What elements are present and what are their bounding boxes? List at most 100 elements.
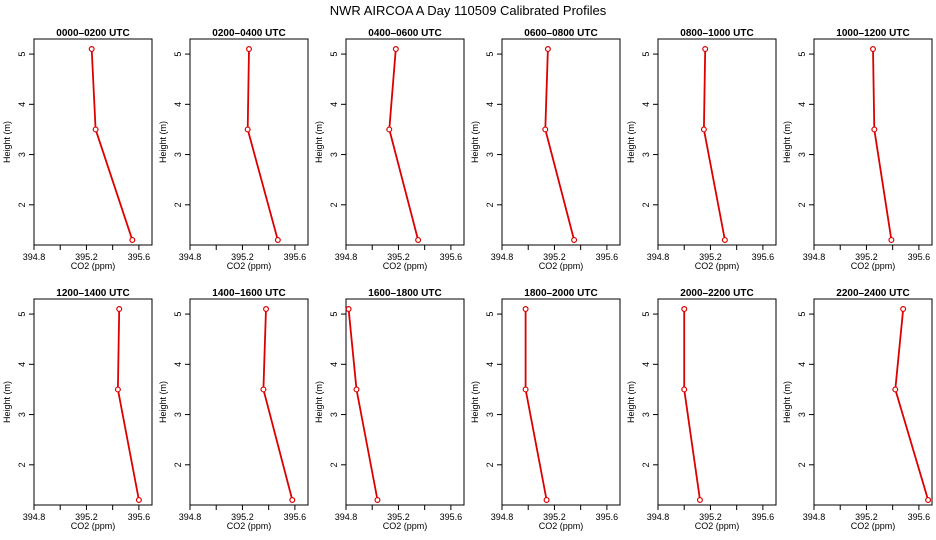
x-tick-label: 395.2 [543, 512, 566, 522]
plot-frame [657, 38, 777, 246]
x-tick-label: 394.8 [647, 252, 670, 262]
profile-line [683, 309, 701, 501]
x-tick-label: 395.6 [128, 512, 151, 522]
data-point [374, 496, 381, 503]
y-tick-label: 5 [485, 312, 495, 317]
y-tick-label: 5 [173, 312, 183, 317]
data-point [696, 496, 703, 503]
y-tick-label: 2 [797, 202, 807, 207]
x-axis-label: CO2 (ppm) [851, 261, 896, 271]
data-point [925, 496, 932, 503]
data-point [544, 46, 551, 53]
y-tick-label: 5 [17, 52, 27, 57]
data-point [721, 236, 728, 243]
data-point [522, 306, 529, 313]
y-tick-label: 2 [485, 202, 495, 207]
y-tick-label: 5 [329, 312, 339, 317]
y-tick-label: 5 [641, 312, 651, 317]
data-point [353, 386, 360, 393]
y-tick-label: 2 [17, 202, 27, 207]
y-tick-label: 4 [173, 362, 183, 367]
y-tick-label: 3 [173, 152, 183, 157]
x-axis-label: CO2 (ppm) [383, 521, 428, 531]
profile-line [544, 48, 575, 241]
y-tick-label: 5 [173, 52, 183, 57]
figure-title: NWR AIRCOA A Day 110509 Calibrated Profi… [330, 3, 607, 18]
x-tick-label: 395.2 [75, 512, 98, 522]
y-axis-label: Height (m) [782, 121, 792, 163]
plot-frame [345, 38, 465, 246]
panel-7: 1200–1400 UTC 394.8 395.2 395.6 2 3 4 5 CO2 (ppm… [2, 288, 153, 531]
y-tick-label: 4 [17, 102, 27, 107]
x-tick-label: 395.2 [699, 512, 722, 522]
panel-title: 2000–2200 UTC [680, 288, 753, 299]
plot-frame [657, 298, 777, 506]
y-tick-label: 2 [797, 462, 807, 467]
y-axis-label: Height (m) [314, 121, 324, 163]
panel-title: 0800–1000 UTC [680, 28, 753, 39]
x-axis-label: CO2 (ppm) [71, 261, 116, 271]
y-axis-label: Height (m) [158, 381, 168, 423]
x-tick-label: 395.6 [752, 252, 775, 262]
x-axis-label: CO2 (ppm) [695, 261, 740, 271]
x-axis-label: CO2 (ppm) [383, 261, 428, 271]
x-tick-label: 394.8 [335, 512, 358, 522]
profile-line [702, 48, 726, 241]
profile-line [894, 308, 929, 501]
plot-frame [189, 298, 309, 506]
data-point [289, 496, 296, 503]
x-axis-label: CO2 (ppm) [227, 261, 272, 271]
y-tick-label: 3 [329, 412, 339, 417]
profile-line [872, 48, 893, 241]
plot-frame [813, 298, 933, 506]
x-tick-label: 395.2 [387, 512, 410, 522]
x-axis-label: CO2 (ppm) [695, 521, 740, 531]
panel-title: 1000–1200 UTC [836, 28, 909, 39]
y-tick-label: 3 [173, 412, 183, 417]
y-tick-label: 5 [797, 312, 807, 317]
y-tick-label: 4 [329, 102, 339, 107]
y-axis-label: Height (m) [626, 381, 636, 423]
profile-line [347, 308, 379, 501]
panel-title: 0600–0800 UTC [524, 28, 597, 39]
profile-line [262, 308, 294, 501]
plot-frame [189, 38, 309, 246]
y-axis-label: Height (m) [2, 381, 12, 423]
panel-title: 2200–2400 UTC [836, 288, 909, 299]
data-point [888, 236, 895, 243]
x-tick-label: 395.6 [284, 252, 307, 262]
y-tick-label: 2 [641, 462, 651, 467]
panel-9: 1600–1800 UTC 394.8 395.2 395.6 2 3 4 5 CO2 (ppm… [314, 288, 465, 531]
data-point [88, 46, 95, 53]
y-tick-label: 3 [17, 412, 27, 417]
x-tick-label: 394.8 [491, 512, 514, 522]
x-tick-label: 395.6 [440, 512, 463, 522]
x-tick-label: 395.6 [284, 512, 307, 522]
panel-title: 1400–1600 UTC [212, 288, 285, 299]
y-axis-label: Height (m) [158, 121, 168, 163]
data-point [571, 236, 578, 243]
y-tick-label: 4 [641, 102, 651, 107]
x-tick-label: 395.2 [855, 512, 878, 522]
panel-4: 0600–0800 UTC 394.8 395.2 395.6 2 3 4 5 CO2 (ppm… [470, 28, 621, 271]
panel-6: 1000–1200 UTC 394.8 395.2 395.6 2 3 4 5 CO2 (ppm… [782, 28, 933, 271]
panel-title: 1600–1800 UTC [368, 288, 441, 299]
x-tick-label: 395.2 [75, 252, 98, 262]
y-tick-label: 4 [797, 362, 807, 367]
plot-frame [501, 38, 621, 246]
y-axis-label: Height (m) [470, 381, 480, 423]
x-tick-label: 395.2 [387, 252, 410, 262]
x-tick-label: 395.2 [231, 512, 254, 522]
y-tick-label: 5 [641, 52, 651, 57]
panel-title: 0000–0200 UTC [56, 28, 129, 39]
x-tick-label: 395.6 [596, 512, 619, 522]
y-tick-label: 4 [17, 362, 27, 367]
x-tick-label: 395.2 [699, 252, 722, 262]
data-point [129, 236, 136, 243]
x-tick-label: 395.6 [908, 512, 931, 522]
y-tick-label: 5 [329, 52, 339, 57]
y-tick-label: 3 [641, 412, 651, 417]
y-tick-label: 4 [485, 102, 495, 107]
x-tick-label: 395.6 [128, 252, 151, 262]
